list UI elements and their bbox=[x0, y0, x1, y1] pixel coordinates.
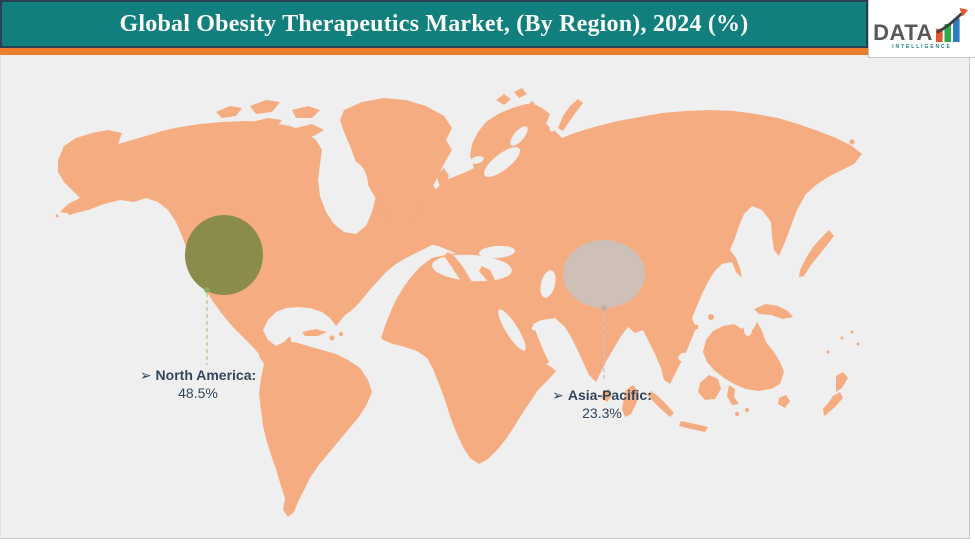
landmass-australia bbox=[703, 322, 784, 391]
island-borneo bbox=[698, 375, 721, 400]
island-hainan bbox=[693, 324, 699, 330]
region-name-north-america: ➢ North America: bbox=[110, 366, 286, 384]
peninsula-italy bbox=[444, 252, 474, 289]
island-taiwan bbox=[708, 314, 714, 320]
anchor-dot-asia-pacific bbox=[601, 305, 607, 311]
sea-carpentaria-gulf bbox=[744, 324, 752, 336]
island-iceland bbox=[400, 152, 422, 168]
brand-logo: DATA INTELLIGENCE bbox=[868, 0, 975, 58]
islands-svalbard bbox=[496, 88, 527, 105]
page-title: Global Obesity Therapeutics Market, (By … bbox=[119, 10, 749, 37]
region-label-text: North America: bbox=[155, 367, 257, 383]
logo-bar-orange bbox=[935, 28, 943, 42]
landmasses bbox=[55, 88, 862, 517]
sea-thailand-gulf bbox=[678, 352, 688, 362]
logo-bar-blue bbox=[952, 18, 960, 42]
region-value-asia-pacific: 23.3% bbox=[582, 405, 622, 421]
islands-japan bbox=[799, 230, 834, 277]
logo-bar-green bbox=[944, 24, 952, 42]
sea-white bbox=[549, 116, 559, 132]
sea-caspian bbox=[540, 270, 556, 298]
arctic-islands bbox=[216, 100, 324, 136]
island-tasmania bbox=[778, 395, 790, 408]
sea-bengal-bay bbox=[619, 336, 641, 368]
island-novaya-zemlya bbox=[558, 99, 583, 131]
mediterranean-peninsulas bbox=[444, 252, 497, 295]
anchor-dot-north-america bbox=[204, 287, 210, 293]
region-label-asia-pacific: ➢ Asia-Pacific: 23.3% bbox=[514, 386, 690, 422]
island-new-guinea bbox=[754, 304, 793, 319]
sea-black bbox=[479, 245, 515, 259]
island-java bbox=[679, 421, 708, 432]
island-dot bbox=[68, 211, 72, 215]
bubble-north-america bbox=[185, 215, 263, 295]
island-sicily bbox=[463, 289, 469, 295]
island-dot bbox=[339, 332, 343, 336]
logo-brand-text: DATA bbox=[873, 19, 933, 45]
island-dot bbox=[329, 335, 335, 341]
island-dot bbox=[529, 101, 535, 107]
island-dot bbox=[850, 330, 854, 334]
region-value-north-america: 48.5% bbox=[178, 385, 218, 401]
landmass-south-america bbox=[259, 342, 372, 517]
title-banner: Global Obesity Therapeutics Market, (By … bbox=[0, 0, 868, 55]
region-name-asia-pacific: ➢ Asia-Pacific: bbox=[514, 386, 690, 404]
logo-tagline-text: INTELLIGENCE bbox=[892, 44, 952, 50]
sea-hudson-bay bbox=[325, 160, 369, 220]
logo-row: DATA bbox=[869, 8, 975, 45]
bubble-layer bbox=[185, 215, 645, 382]
island-dot bbox=[849, 139, 855, 145]
island-sulawesi bbox=[727, 385, 739, 405]
logo-arrow-tip bbox=[959, 8, 969, 17]
island-dot bbox=[735, 412, 739, 416]
peninsula-greece bbox=[479, 266, 497, 287]
landmass-africa bbox=[381, 252, 556, 464]
banner-teal-band: Global Obesity Therapeutics Market, (By … bbox=[0, 0, 868, 48]
island-dot bbox=[745, 408, 749, 412]
sea-bothnia bbox=[510, 126, 528, 146]
island-sri-lanka bbox=[601, 389, 612, 402]
logo-growth-arrow bbox=[936, 12, 963, 34]
island-dot bbox=[840, 336, 844, 340]
landmass-eurasia bbox=[397, 104, 862, 384]
sea-persian-gulf bbox=[531, 319, 549, 331]
sea-red bbox=[498, 309, 526, 351]
region-label-text: Asia-Pacific: bbox=[567, 387, 652, 403]
island-dot bbox=[55, 214, 59, 218]
sea-baltic bbox=[483, 147, 521, 177]
banner-orange-stripe bbox=[0, 48, 868, 55]
logo-bar-chart-icon bbox=[935, 8, 969, 42]
island-madagascar bbox=[622, 385, 638, 417]
region-label-north-america: ➢ North America: 48.5% bbox=[110, 366, 286, 402]
sea-skagerrak bbox=[470, 156, 484, 164]
arrow-bullet-icon: ➢ bbox=[552, 387, 564, 403]
sea-okhotsk bbox=[742, 216, 762, 244]
island-dot bbox=[826, 350, 830, 354]
arrow-bullet-icon: ➢ bbox=[139, 367, 152, 383]
island-dot bbox=[856, 342, 860, 346]
islands-new-zealand bbox=[823, 372, 848, 416]
island-ireland bbox=[420, 189, 434, 205]
island-great-britain bbox=[436, 168, 452, 204]
bubble-asia-pacific bbox=[563, 240, 645, 308]
island-sumatra bbox=[647, 391, 674, 417]
islands-caribbean bbox=[302, 329, 327, 336]
